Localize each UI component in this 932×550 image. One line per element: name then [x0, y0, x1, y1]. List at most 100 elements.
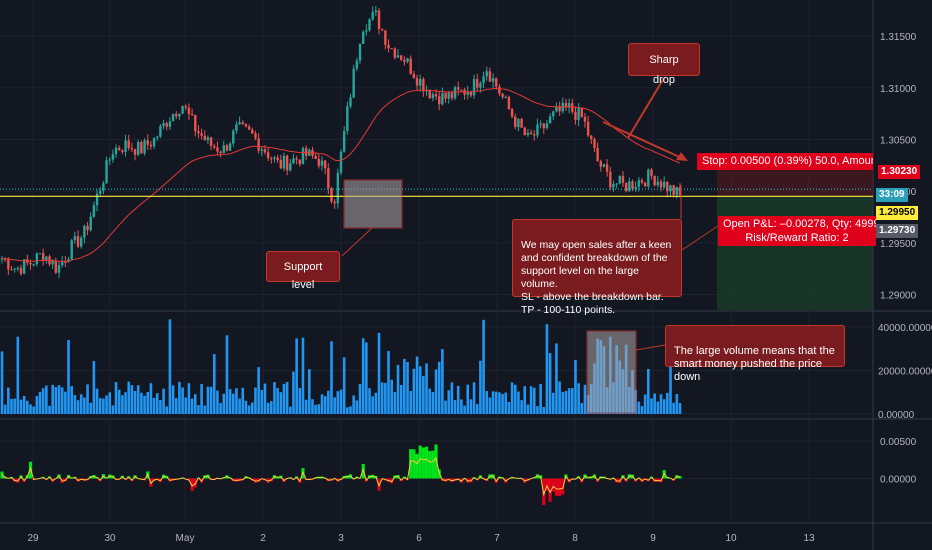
- candle-body: [466, 91, 469, 95]
- volume-bar: [187, 383, 191, 414]
- sharp-drop-arrow: [602, 121, 687, 161]
- candle-body: [327, 168, 330, 189]
- volume-bar: [380, 382, 384, 414]
- candle-body: [444, 93, 447, 99]
- candle-body: [162, 122, 165, 126]
- x-tick-label: 9: [650, 533, 656, 544]
- candle-body: [22, 259, 26, 274]
- volume-bar: [127, 381, 131, 414]
- candle-body: [634, 186, 637, 189]
- candle-body: [276, 157, 279, 161]
- volume-bar: [570, 388, 574, 414]
- osc-bar: [548, 478, 552, 502]
- volume-bar: [79, 394, 83, 414]
- volume-bar: [70, 386, 74, 414]
- volume-bar: [304, 399, 308, 414]
- candle-body: [38, 253, 42, 255]
- candle-body: [520, 118, 523, 128]
- osc-bar: [431, 450, 435, 479]
- candle-body: [469, 91, 473, 96]
- support-level-callout[interactable]: Support level: [266, 251, 340, 291]
- candle-body: [235, 124, 238, 131]
- candle-body: [320, 160, 324, 166]
- candle-body: [355, 60, 359, 69]
- osc-tick-label: 0.00000: [880, 475, 917, 486]
- candle-body: [187, 107, 191, 115]
- candle-body: [165, 122, 168, 127]
- volume-bar: [574, 359, 577, 414]
- candle-body: [121, 150, 124, 152]
- x-tick-label: 30: [104, 533, 116, 544]
- candle-body: [317, 158, 321, 166]
- volume-bar: [437, 361, 441, 414]
- volume-bar: [136, 385, 140, 414]
- candle-body: [533, 134, 536, 136]
- volume-bar: [45, 385, 48, 414]
- volume-bar: [377, 332, 381, 414]
- candle-body: [659, 181, 663, 188]
- osc-bar: [428, 451, 432, 479]
- x-tick-label: 7: [494, 533, 500, 544]
- volume-bar: [95, 388, 99, 414]
- candle-body: [580, 107, 583, 117]
- volume-bar: [450, 382, 454, 414]
- volume-bar: [29, 404, 32, 414]
- candle-body: [637, 180, 641, 187]
- candle-body: [200, 133, 203, 136]
- volume-bar: [295, 338, 298, 414]
- candle-body: [184, 106, 187, 108]
- candle-body: [523, 127, 526, 135]
- candle-body: [118, 147, 121, 151]
- candle-body: [203, 135, 206, 141]
- candle-body: [605, 164, 609, 172]
- volume-bar: [26, 400, 29, 414]
- candle-body: [190, 114, 194, 116]
- volume-bar: [102, 398, 105, 414]
- candle-body: [76, 236, 80, 247]
- candle-body: [304, 148, 308, 156]
- volume-bar: [485, 391, 489, 414]
- candle-body: [450, 92, 454, 99]
- candle-body: [393, 48, 397, 58]
- candle-body: [251, 129, 254, 134]
- volume-bar: [105, 395, 108, 414]
- sales-note-callout[interactable]: We may open sales after a keen and confi…: [512, 219, 682, 316]
- candle-body: [29, 262, 32, 265]
- pnl-label[interactable]: Open P&L: –0.00278, Qty: 49999 Risk/Rewa…: [718, 216, 876, 246]
- candle-body: [567, 103, 571, 108]
- volume-bar: [463, 405, 466, 414]
- volume-bar: [520, 400, 523, 414]
- candle-body: [491, 78, 495, 82]
- stop-label[interactable]: Stop: 0.00500 (0.39%) 50.0, Amount: [697, 153, 873, 170]
- sharp-drop-callout[interactable]: Sharp drop: [628, 43, 700, 86]
- volume-bar: [529, 386, 533, 414]
- volume-bar: [285, 382, 289, 414]
- candle-body: [194, 114, 197, 132]
- candle-body: [102, 183, 105, 191]
- volume-bar: [371, 396, 374, 414]
- volume-bar: [250, 402, 254, 414]
- volume-bar: [406, 362, 409, 414]
- candle-body: [83, 225, 86, 238]
- volume-bar: [89, 402, 93, 414]
- volume-bar: [130, 385, 134, 414]
- volume-bar: [466, 384, 470, 414]
- candle-body: [181, 106, 184, 114]
- candle-body: [168, 121, 172, 127]
- candle-body: [552, 111, 555, 117]
- volume-bar: [149, 383, 153, 414]
- volume-bar: [323, 396, 327, 414]
- candle-body: [409, 58, 412, 74]
- x-tick-label: 8: [572, 533, 578, 544]
- volume-bar: [672, 402, 675, 414]
- candle-body: [612, 183, 615, 188]
- candle-body: [175, 114, 178, 117]
- volume-bar: [266, 402, 270, 414]
- price-tick-label: 1.31000: [880, 84, 917, 95]
- osc-bar: [415, 453, 419, 479]
- candle-body: [415, 78, 419, 86]
- volume-note-callout[interactable]: The large volume means that the smart mo…: [665, 325, 845, 383]
- volume-bar: [523, 386, 527, 414]
- candle-body: [266, 152, 270, 159]
